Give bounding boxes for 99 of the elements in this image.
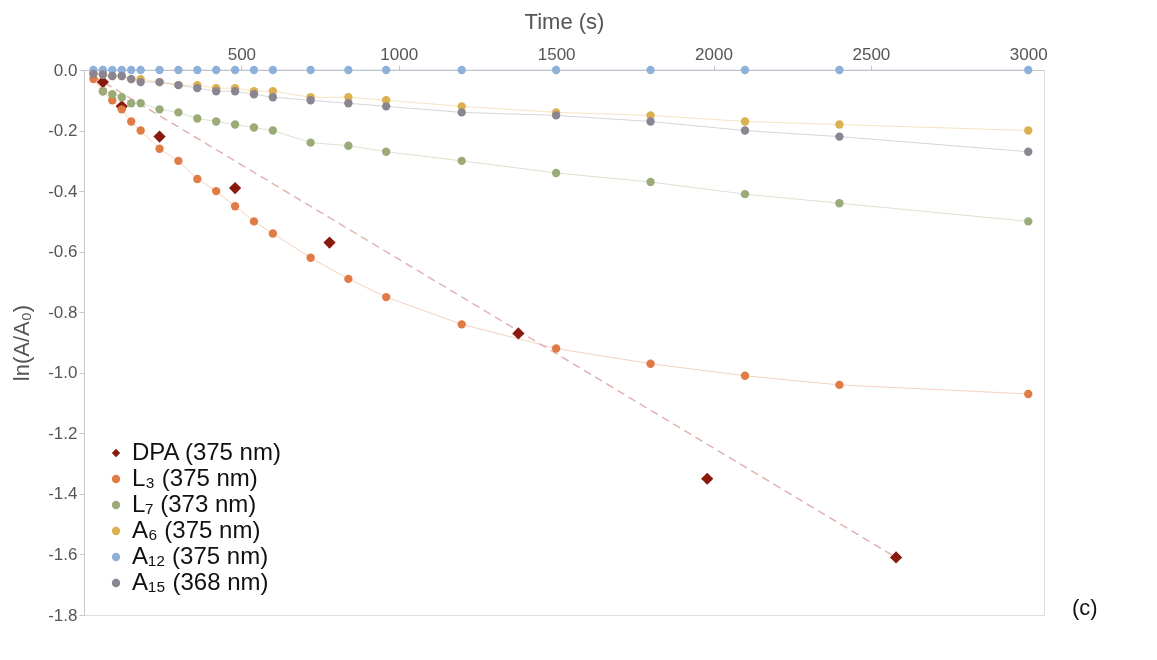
point <box>740 65 750 75</box>
point <box>306 65 315 75</box>
point <box>344 65 353 75</box>
x-tick-label: 2000 <box>695 44 733 64</box>
y-tick-label: -0.4 <box>48 181 78 201</box>
text: (c) <box>1072 595 1098 620</box>
point <box>889 551 903 564</box>
y-tick-label: -1.2 <box>48 423 78 443</box>
point <box>740 371 750 380</box>
point <box>193 65 202 75</box>
point <box>230 202 240 211</box>
point <box>646 117 655 126</box>
point <box>1024 65 1033 75</box>
point <box>646 359 655 368</box>
point <box>155 65 164 75</box>
point <box>174 65 183 75</box>
point <box>1024 147 1033 156</box>
point <box>701 472 714 485</box>
point <box>835 132 844 141</box>
point <box>344 99 353 108</box>
point <box>212 65 221 75</box>
point <box>127 99 136 108</box>
point <box>323 236 336 249</box>
point <box>228 181 242 195</box>
point <box>155 144 164 153</box>
y-tick-label: -0.2 <box>48 121 78 141</box>
point <box>193 174 202 184</box>
point <box>457 156 466 166</box>
point <box>268 93 278 102</box>
point <box>153 130 166 143</box>
point <box>268 229 278 238</box>
point <box>268 126 278 135</box>
y-tick-label: -0.6 <box>48 242 78 262</box>
point <box>1024 126 1033 135</box>
y-tick-label: -1.8 <box>48 605 78 625</box>
point <box>381 292 391 302</box>
point <box>740 117 750 126</box>
x-tick-label: 3000 <box>1009 44 1048 64</box>
legend-label: A₁₅ (368 nm) <box>132 568 269 595</box>
point <box>646 177 655 187</box>
point <box>136 65 145 75</box>
point <box>136 126 145 135</box>
legend-label: A₆ (375 nm) <box>132 516 261 543</box>
legend-label: L₇ (373 nm) <box>132 490 257 517</box>
x-tick-label: 1500 <box>537 44 576 64</box>
point <box>249 65 259 75</box>
point <box>306 138 315 147</box>
point <box>230 120 240 129</box>
point <box>249 123 259 132</box>
legend-label: DPA (375 nm) <box>132 438 281 465</box>
point <box>193 114 202 123</box>
point <box>381 147 391 156</box>
y-tick-label: -0.8 <box>48 302 78 322</box>
point <box>551 344 561 353</box>
y-tick-label: -1.4 <box>48 484 78 504</box>
x-tick-label: 1000 <box>380 44 419 64</box>
point <box>344 274 353 284</box>
y-axis-title: ln(A/A₀) <box>9 304 35 382</box>
y-tick-label: 0.0 <box>53 60 78 80</box>
point <box>646 65 655 75</box>
point <box>174 156 183 166</box>
y-tick-label: -1.0 <box>48 363 78 383</box>
point <box>835 65 844 75</box>
x-tick-label: 2500 <box>852 44 891 64</box>
point <box>1024 217 1033 226</box>
point <box>457 108 466 117</box>
point <box>174 108 183 117</box>
point <box>512 327 525 340</box>
point <box>230 65 240 75</box>
x-axis-title: Time (s) <box>524 8 605 34</box>
point <box>127 65 136 75</box>
point <box>1024 389 1033 399</box>
point <box>127 117 136 126</box>
point <box>117 93 126 102</box>
point <box>268 65 278 75</box>
point <box>136 99 145 108</box>
point <box>551 168 561 178</box>
point <box>212 186 221 196</box>
point <box>306 253 315 262</box>
point <box>344 141 353 150</box>
point <box>212 117 221 126</box>
point <box>457 65 466 75</box>
point <box>551 65 561 75</box>
point <box>117 105 126 114</box>
x-tick-label: 500 <box>227 44 257 64</box>
point <box>835 380 844 390</box>
y-tick-label: -1.6 <box>48 544 78 564</box>
legend-label: A₁₂ (375 nm) <box>132 542 269 569</box>
point <box>835 199 844 208</box>
legend-label: L₃ (375 nm) <box>132 464 258 491</box>
point <box>108 90 117 99</box>
point <box>835 120 844 129</box>
point <box>155 105 164 114</box>
point <box>381 102 391 111</box>
point <box>457 320 466 329</box>
point <box>381 65 391 75</box>
point <box>740 126 750 135</box>
point <box>740 189 750 199</box>
point <box>249 217 259 226</box>
